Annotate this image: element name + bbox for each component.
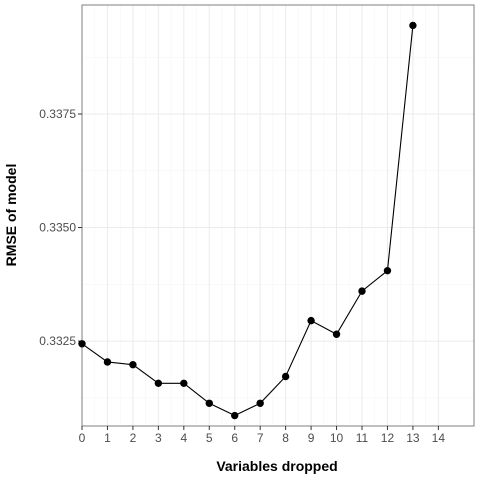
data-point — [358, 287, 366, 295]
x-tick-label: 0 — [79, 431, 86, 445]
data-point — [256, 399, 264, 407]
data-point — [332, 330, 341, 338]
x-tick-label: 10 — [330, 431, 344, 445]
y-tick-label: 0.3350 — [39, 221, 76, 235]
data-point — [231, 411, 239, 420]
data-point — [154, 379, 163, 388]
x-tick-label: 1 — [104, 431, 111, 445]
x-tick-label: 11 — [356, 431, 369, 445]
x-tick-label: 12 — [381, 431, 395, 445]
x-tick-label: 5 — [206, 431, 213, 445]
y-axis-title: RMSE of model — [3, 164, 19, 267]
data-point — [409, 21, 417, 30]
series — [78, 21, 417, 420]
data-point — [180, 379, 188, 388]
x-tick-label: 4 — [180, 431, 187, 445]
x-tick-label: 3 — [155, 431, 162, 445]
x-tick-label: 14 — [432, 431, 446, 445]
x-axis-title: Variables dropped — [216, 458, 337, 474]
x-tick-label: 6 — [231, 431, 238, 445]
x-tick-label: 9 — [308, 431, 315, 445]
data-point — [129, 360, 137, 369]
data-point — [383, 266, 392, 275]
data-point — [78, 340, 86, 348]
data-point — [205, 399, 213, 407]
data-point — [307, 316, 315, 325]
series-line — [81, 25, 414, 417]
panel-border — [81, 4, 475, 427]
x-tick-label: 2 — [130, 431, 137, 445]
data-point — [281, 372, 290, 381]
x-tick-label: 13 — [406, 431, 420, 445]
x-tick-label: 8 — [282, 431, 289, 445]
x-tick-label: 7 — [257, 431, 264, 445]
data-point — [103, 358, 112, 366]
y-tick-label: 0.3325 — [39, 334, 76, 348]
y-tick-label: 0.3375 — [39, 107, 76, 121]
grid — [81, 5, 474, 426]
